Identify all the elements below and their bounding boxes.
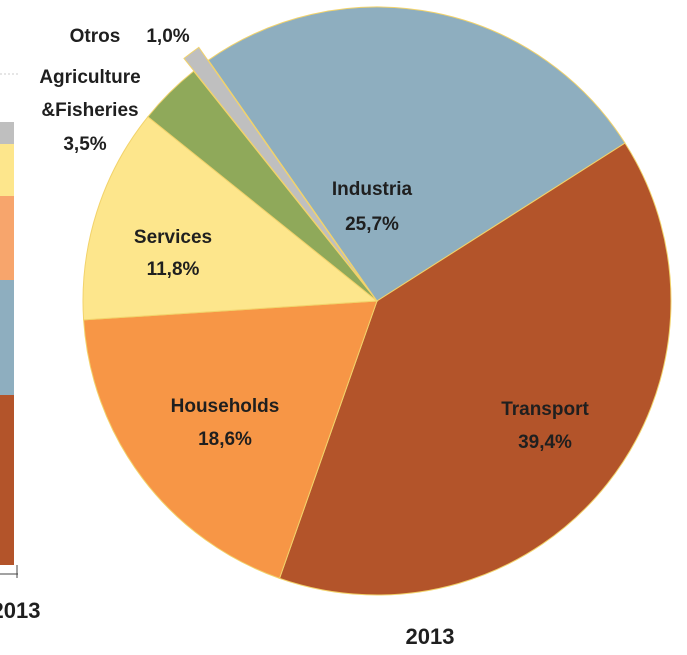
side-segment <box>0 280 14 395</box>
side-segment <box>0 395 14 565</box>
pie-slice <box>183 46 368 289</box>
side-title: 2013 <box>0 598 40 623</box>
pie-slice <box>82 116 379 321</box>
pie-slice <box>83 300 378 580</box>
side-segment <box>0 144 14 196</box>
pie-slice <box>207 6 626 302</box>
slice-label: Services <box>134 227 212 248</box>
value-label: 39,4% <box>518 432 572 453</box>
slice-label: Industria <box>332 179 413 200</box>
value-label: 25,7% <box>345 214 399 235</box>
slice-label: Agriculture &Fisheries <box>39 67 140 121</box>
value-label: 11,8% <box>147 259 200 280</box>
side-segment <box>0 196 14 280</box>
slice-label: Transport <box>501 399 589 420</box>
pie-slice <box>278 142 672 596</box>
side-chart-fragment: 2013 <box>0 73 40 623</box>
pie <box>82 6 672 596</box>
slice-label: Households <box>171 396 280 417</box>
pie-slice <box>147 70 378 302</box>
value-label: 18,6% <box>198 429 252 450</box>
value-label: 1,0% <box>146 26 189 47</box>
side-segment <box>0 122 14 144</box>
value-label: 3,5% <box>63 134 106 155</box>
slice-label: Otros <box>70 26 121 47</box>
chart-title: 2013 <box>406 624 455 649</box>
